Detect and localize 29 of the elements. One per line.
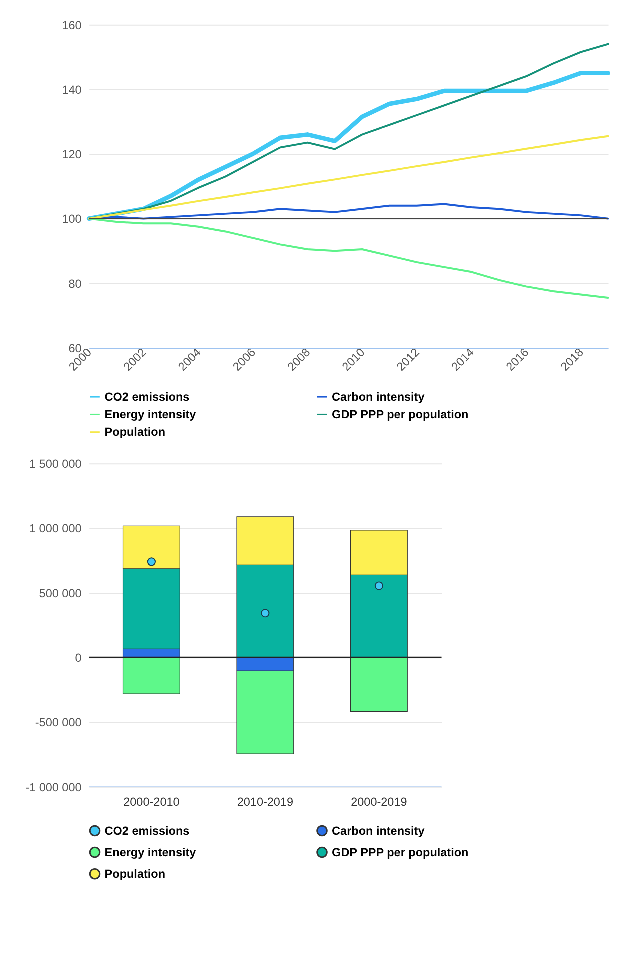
y-tick-label: 1 500 000 xyxy=(30,458,82,472)
y-tick-label: 160 xyxy=(62,19,82,32)
y-tick-label: 100 xyxy=(62,213,82,226)
y-tick-label: 80 xyxy=(68,278,82,291)
y-tick-label: 140 xyxy=(62,84,82,97)
y-tick-label: 120 xyxy=(62,148,82,162)
legend-label: Energy intensity xyxy=(104,846,197,860)
line-series xyxy=(88,218,610,299)
legend-label: Population xyxy=(104,868,166,881)
y-tick-label: -500 000 xyxy=(35,716,82,730)
legend-label: GDP PPP per population xyxy=(332,846,469,860)
legend-label: GDP PPP per population xyxy=(332,408,469,422)
y-tick-label: 1 000 000 xyxy=(30,522,82,536)
legend-label: CO2 emissions xyxy=(104,824,190,838)
point xyxy=(261,609,270,618)
x-tick-label: 2010-2019 xyxy=(237,796,294,810)
line-series xyxy=(88,135,610,220)
point xyxy=(374,582,384,590)
x-tick-label: 2000-2019 xyxy=(351,796,408,810)
x-tick-label: 2000-2010 xyxy=(124,796,180,810)
legend-label: Population xyxy=(104,426,166,440)
y-tick-label: -1 000 000 xyxy=(26,781,82,794)
legend-label: Carbon intensity xyxy=(332,824,426,838)
point xyxy=(147,558,156,566)
legend-label: Carbon intensity xyxy=(332,390,426,404)
legend-label: CO2 emissions xyxy=(104,390,190,404)
y-tick-label: 500 000 xyxy=(39,587,82,600)
legend-label: Energy intensity xyxy=(104,408,197,422)
y-tick-label: 0 xyxy=(75,652,82,666)
